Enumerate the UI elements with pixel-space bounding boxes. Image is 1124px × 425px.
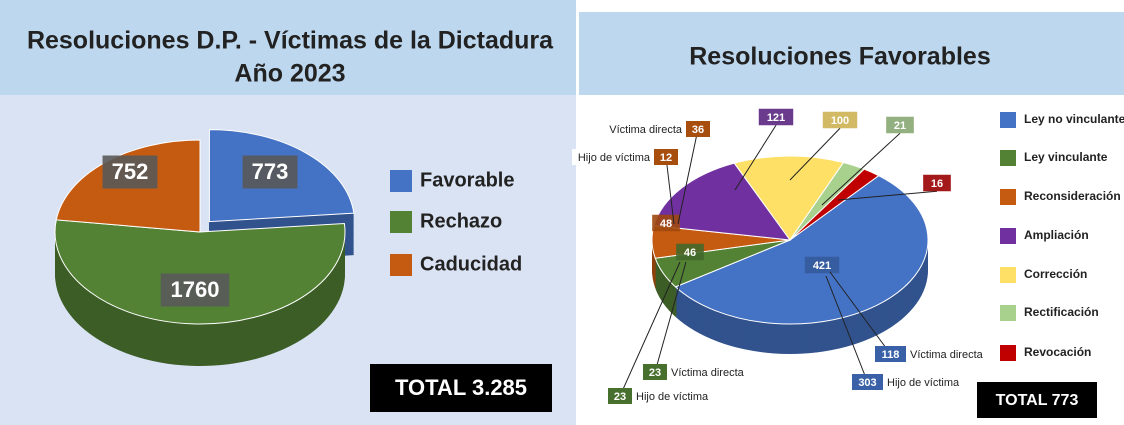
legend-label: Caducidad [420,253,522,275]
detail-value-box [643,364,667,380]
detail-name: Víctima directa [671,367,745,379]
panel-header [0,0,576,95]
total-box [977,382,1097,418]
value-label-box [758,108,794,126]
value-label-box [923,174,951,192]
legend-swatch [390,254,412,276]
detail-value-box [654,149,678,165]
value-label: 773 [252,159,289,184]
value-label: 21 [894,120,906,132]
detail-name: Hijo de víctima [636,391,709,403]
legend-label: Revocación [1024,345,1091,359]
leader-line [619,261,681,397]
detail-name: Hijo de víctima [578,152,651,164]
detail-value-box [608,388,632,404]
legend-swatch [1000,112,1016,128]
value-label: 46 [684,247,696,259]
leader-line [825,275,868,383]
detail-value-box [852,374,883,390]
chart-subtitle: Año 2023 [234,60,345,88]
legend-swatch [390,211,412,233]
legend-label: Reconsideración [1024,189,1121,203]
leader-line [734,124,777,191]
pie-slice [789,168,880,241]
pie-slice [674,175,929,325]
detail-value: 23 [614,391,626,403]
detail-name: Víctima directa [609,124,683,136]
panel-header [579,12,1124,95]
detail-name-box [572,149,652,165]
total-label: TOTAL 773 [996,392,1079,409]
legend-label: Rechazo [420,210,502,232]
chart-title: Resoluciones Favorables [689,43,991,71]
legend-label: Ampliación [1024,228,1089,242]
value-label-box [676,243,704,261]
leader-line [677,128,699,225]
value-label: 421 [813,260,831,272]
value-label-box [804,256,840,274]
total-box [370,364,552,412]
detail-value: 12 [660,152,672,164]
legend-swatch [1000,305,1016,321]
legend-label: Favorable [420,169,514,191]
leader-line [837,190,938,201]
value-label-box [102,155,158,189]
legend-swatch [1000,150,1016,166]
pie-slice [54,219,346,325]
detail-name: Hijo de víctima [887,377,960,389]
detail-value-box [875,346,906,362]
detail-value: 36 [692,124,704,136]
value-label: 48 [660,218,672,230]
value-label: 100 [831,115,849,127]
total-label: TOTAL 3.285 [395,375,527,400]
legend-swatch [1000,267,1016,283]
leader-line [821,132,901,206]
value-label: 121 [767,112,785,124]
leader-line [654,261,687,373]
value-label-box [822,111,858,129]
detail-value: 23 [649,367,661,379]
legend-label: Ley no vinculante [1024,112,1124,126]
leader-line [665,156,675,225]
detail-value-box [686,121,710,137]
leader-line [789,127,841,181]
value-label-box [160,273,230,307]
legend-label: Corrección [1024,267,1087,281]
detail-name-box [604,121,684,137]
legend-swatch [1000,345,1016,361]
detail-value: 303 [858,377,876,389]
legend-swatch [1000,189,1016,205]
chart-title: Resoluciones D.P. - Víctimas de la Dicta… [27,27,554,55]
pie-slice [733,155,845,241]
legend-swatch [1000,228,1016,244]
detail-value: 118 [882,349,900,361]
value-label: 16 [931,178,943,190]
legend-label: Rectificación [1024,305,1099,319]
value-label-box [886,116,914,134]
leader-line [829,271,891,355]
legend-swatch [390,170,412,192]
value-label: 1760 [171,277,220,302]
detail-name: Víctima directa [910,349,984,361]
legend-label: Ley vinculante [1024,150,1108,164]
value-label-box [242,155,298,189]
value-label: 752 [112,159,149,184]
